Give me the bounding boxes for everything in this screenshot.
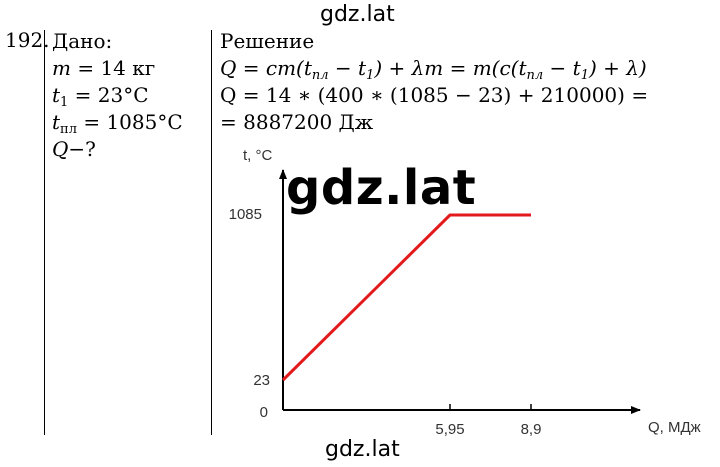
given-melting-temp: tпл = 1085°C <box>52 110 183 137</box>
given-title: Дано: <box>52 29 113 53</box>
watermark-top: gdz.lat <box>320 2 395 27</box>
given-block: Дано: m = 14 кг t1 = 23°C tпл = 1085°C Q… <box>52 28 183 163</box>
y-tick-23: 23 <box>253 372 270 389</box>
solution-block: Решение Q = cm(tпл − t1) + λm = m(c(tпл … <box>220 28 648 136</box>
x-tick-8-9: 8,9 <box>521 421 542 438</box>
watermark-center: gdz.lat <box>286 160 477 216</box>
temperature-line <box>281 213 531 382</box>
divider-given <box>211 30 212 435</box>
problem-number: 192. <box>5 28 50 52</box>
solution-result: = 8887200 Дж <box>220 110 374 134</box>
x-axis-label: Q, МДж <box>648 419 701 436</box>
given-unknown: Q−? <box>52 137 96 161</box>
y-axis-label: t, °C <box>243 147 273 164</box>
given-initial-temp: t1 = 23°C <box>52 83 149 110</box>
solution-title: Решение <box>220 29 315 53</box>
watermark-bottom: gdz.lat <box>325 437 400 462</box>
x-tick-5-95: 5,95 <box>435 421 464 438</box>
divider-number <box>44 30 45 435</box>
solution-formula: Q = cm(tпл − t1) + λm = m(c(tпл − t1) + … <box>220 56 647 83</box>
y-tick-1085: 1085 <box>229 206 262 223</box>
solution-calculation: Q = 14 ∗ (400 ∗ (1085 − 23) + 210000) = <box>220 83 649 107</box>
given-mass: m = 14 кг <box>52 56 156 80</box>
y-tick-0: 0 <box>260 404 268 421</box>
